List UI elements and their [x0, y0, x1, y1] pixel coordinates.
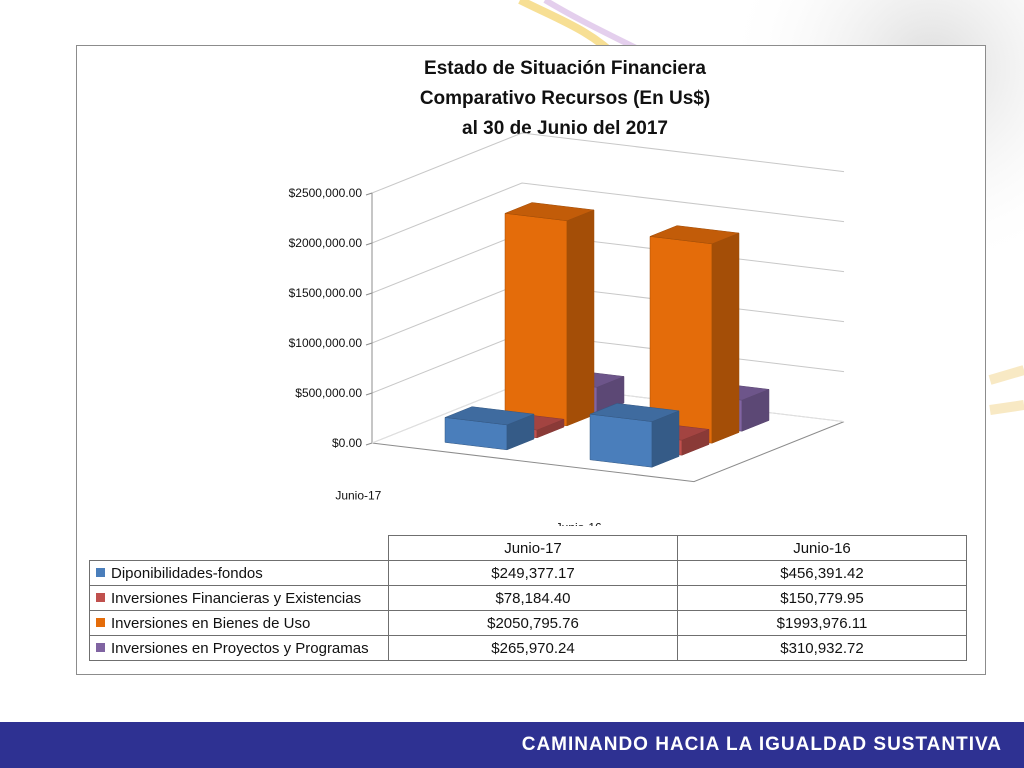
legend-swatch: [96, 592, 105, 602]
legend-swatch: [96, 642, 105, 652]
table-cell: $249,377.17: [388, 560, 678, 586]
table-cell: $310,932.72: [677, 635, 967, 661]
bar-side: [566, 209, 595, 427]
bar-side: [711, 232, 740, 444]
row-label: Inversiones en Bienes de Uso: [89, 610, 389, 636]
row-label: Inversiones Financieras y Existencias: [89, 585, 389, 611]
bar-chart-3d: $0.00 $500,000.00 $1000,000.00 $1500,000.00…: [289, 132, 845, 526]
data-table: Junio-17 Junio-16 Diponibilidades-fondos…: [89, 535, 967, 661]
table-row: Diponibilidades-fondos $249,377.17 $456,…: [89, 560, 967, 586]
x-tick-label: Junio-17: [335, 489, 381, 503]
chart-card: Estado de Situación Financiera Comparati…: [76, 45, 986, 675]
bar-top: [504, 202, 595, 222]
table-row: Inversiones en Bienes de Uso $2050,795.7…: [89, 610, 967, 636]
table-cell: $150,779.95: [677, 585, 967, 611]
y-tick-mark: [365, 392, 373, 396]
table-row: Inversiones en Proyectos y Programas $26…: [89, 635, 967, 661]
title-line-2: Comparativo Recursos (En Us$): [419, 88, 711, 109]
y-tick-label: $1000,000.00: [289, 336, 363, 350]
y-tick-label: $1500,000.00: [289, 286, 363, 300]
column-header-junio-16: Junio-16: [677, 535, 967, 561]
bar-front: [504, 213, 568, 427]
x-tick-label: Junio-16: [556, 520, 602, 526]
bar: [444, 406, 535, 451]
bar-front: [589, 413, 653, 468]
bar: [649, 225, 740, 444]
legend-swatch: [96, 567, 105, 577]
table-row: Inversiones Financieras y Existencias $7…: [89, 585, 967, 611]
row-label: Inversiones en Proyectos y Programas: [89, 635, 389, 661]
y-tick-label: $2500,000.00: [289, 186, 363, 200]
y-tick-label: $0.00: [332, 436, 362, 450]
table-cell: $265,970.24: [388, 635, 678, 661]
table-cell: $1993,976.11: [677, 610, 967, 636]
title-line-1: Estado de Situación Financiera: [424, 58, 706, 79]
footer-slogan: CAMINANDO HACIA LA IGUALDAD SUSTANTIVA: [521, 734, 1002, 755]
y-tick-mark: [365, 192, 373, 196]
bar-top: [444, 406, 535, 426]
table-cell: $456,391.42: [677, 560, 967, 586]
gridline: [371, 182, 845, 244]
row-label: Diponibilidades-fondos: [89, 560, 389, 586]
gridline: [371, 282, 845, 344]
chart-title: Estado de Situación Financiera Comparati…: [377, 54, 753, 144]
title-line-3: al 30 de Junio del 2017: [462, 118, 668, 139]
y-tick-mark: [365, 242, 373, 246]
table-cell: $2050,795.76: [388, 610, 678, 636]
floor-edge: [371, 421, 845, 483]
legend-swatch: [96, 617, 105, 627]
y-tick-label: $2000,000.00: [289, 236, 363, 250]
footer-bar: CAMINANDO HACIA LA IGUALDAD SUSTANTIVA: [0, 722, 1024, 768]
y-tick-mark: [365, 292, 373, 296]
y-tick-mark: [365, 442, 373, 446]
column-header-junio-17: Junio-17: [388, 535, 678, 561]
gridline: [371, 132, 845, 194]
gridline: [371, 232, 845, 294]
bar-top: [649, 225, 740, 245]
table-cell: $78,184.40: [388, 585, 678, 611]
table-header-row: Junio-17 Junio-16: [90, 535, 967, 561]
chart-body: $0.00 $500,000.00 $1000,000.00 $1500,000.00…: [289, 132, 845, 526]
y-tick-label: $500,000.00: [295, 386, 362, 400]
y-tick-mark: [365, 342, 373, 346]
bar: [589, 403, 680, 468]
bar: [504, 202, 595, 427]
bar-top: [589, 403, 680, 422]
